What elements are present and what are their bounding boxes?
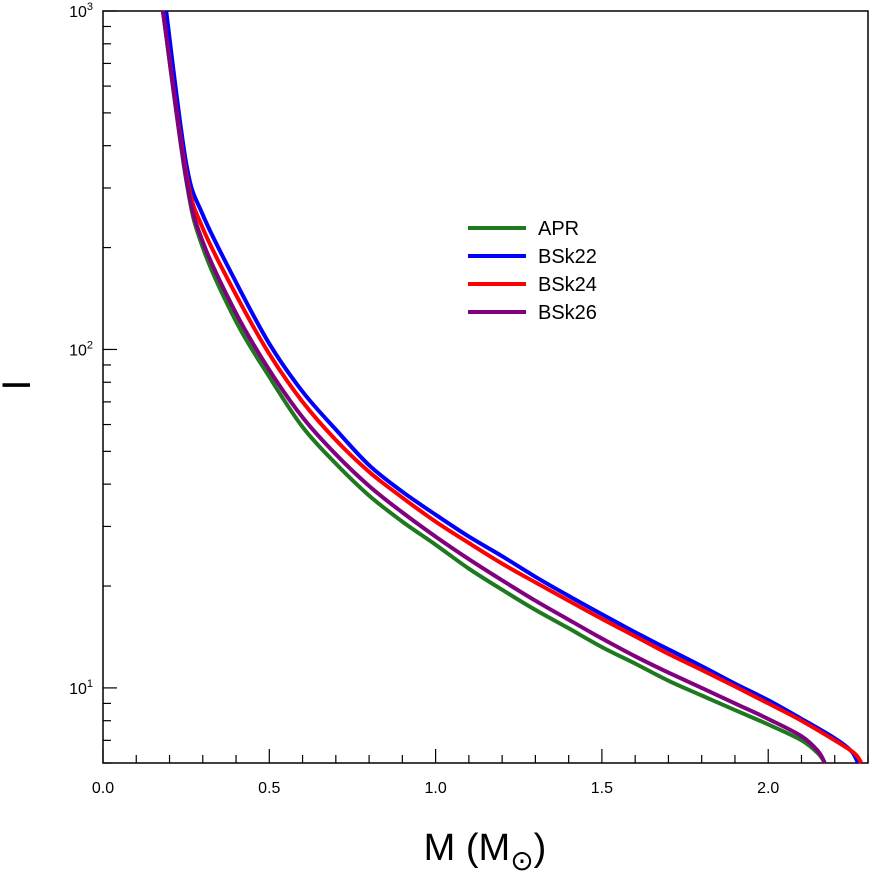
- legend-label-bsk26: BSk26: [538, 302, 597, 324]
- legend: APR BSk22 BSk24 BSk26: [468, 218, 597, 324]
- x-tick-label: 0.5: [258, 780, 280, 797]
- y-minor-ticks: [103, 10, 117, 764]
- y-tick-exponent: 2: [87, 340, 93, 352]
- legend-label-apr: APR: [538, 218, 579, 240]
- x-tick-label: 1.0: [424, 780, 446, 797]
- y-tick-label: 103: [69, 1, 93, 21]
- x-axis-title-close: ): [534, 827, 547, 869]
- x-axis-title-subscript: ⊙: [510, 845, 533, 872]
- y-tick-exponent: 3: [87, 1, 93, 13]
- series-line-bsk26: [160, 10, 827, 764]
- legend-label-bsk22: BSk22: [538, 246, 597, 268]
- y-tick-exponent: 1: [87, 678, 93, 690]
- series-line-bsk22: [164, 10, 860, 764]
- x-tick-label: 2.0: [757, 780, 779, 797]
- y-tick-label: 102: [69, 340, 93, 360]
- legend-label-bsk24: BSk24: [538, 274, 597, 296]
- y-tick-label: 101: [69, 678, 93, 698]
- y-tick-base: 10: [69, 681, 87, 698]
- x-tick-label: 0.0: [92, 780, 114, 797]
- y-tick-base: 10: [69, 343, 87, 360]
- y-axis-title: I: [0, 379, 39, 390]
- plot-frame: [102, 10, 869, 764]
- series-group: [160, 10, 864, 765]
- series-line-bsk24: [160, 10, 864, 765]
- x-axis-title-main: M (M: [424, 827, 511, 869]
- x-minor-ticks: [102, 749, 869, 763]
- x-axis-title: M (M⊙): [424, 827, 547, 872]
- x-tick-label: 1.5: [591, 780, 613, 797]
- y-tick-base: 10: [69, 4, 87, 21]
- series-line-apr: [160, 10, 827, 765]
